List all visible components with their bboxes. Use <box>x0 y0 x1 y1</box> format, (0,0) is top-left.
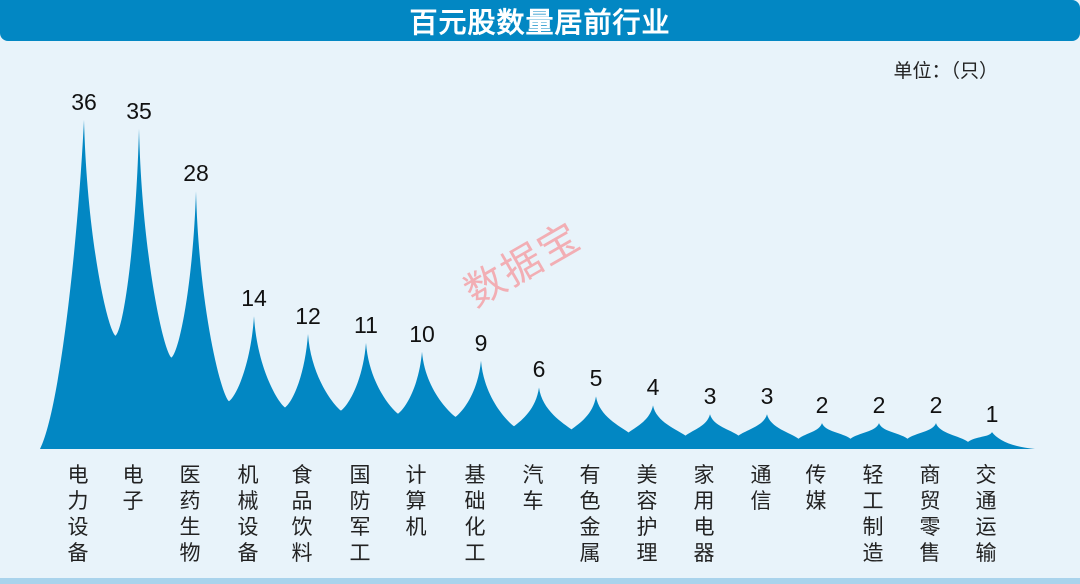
category-label: 电力设备 <box>67 463 89 565</box>
value-label: 36 <box>71 88 97 115</box>
value-label: 9 <box>474 329 488 356</box>
chart-title: 百元股数量居前行业 <box>409 5 671 39</box>
category-label: 国防军工 <box>349 463 371 565</box>
value-label: 10 <box>409 320 435 347</box>
category-label: 有色金属 <box>579 463 601 565</box>
bottom-strip <box>0 578 1080 584</box>
category-label: 机械设备 <box>237 463 259 565</box>
value-label: 5 <box>589 365 603 392</box>
chart-title-bar: 百元股数量居前行业 <box>0 0 1080 41</box>
category-label: 汽车 <box>522 463 544 513</box>
category-label: 食品饮料 <box>291 463 313 565</box>
category-label: 医药生物 <box>179 463 201 565</box>
value-label: 14 <box>241 285 267 312</box>
category-label: 基础化工 <box>464 463 486 565</box>
value-label: 1 <box>985 401 999 428</box>
category-label: 通信 <box>750 463 772 513</box>
unit-label: 单位：（只） <box>893 60 998 82</box>
value-label: 3 <box>703 383 717 410</box>
value-label: 11 <box>354 311 378 338</box>
category-label: 家用电器 <box>693 463 715 565</box>
value-label: 2 <box>872 392 886 419</box>
category-label: 传媒 <box>805 463 827 513</box>
category-label: 计算机 <box>405 463 427 539</box>
category-label: 商贸零售 <box>919 463 941 565</box>
category-label: 轻工制造 <box>862 463 884 565</box>
value-label: 4 <box>646 374 660 401</box>
value-label: 2 <box>815 392 829 419</box>
peak-area <box>40 119 1035 449</box>
category-label: 美容护理 <box>636 463 658 565</box>
category-label: 交通运输 <box>975 463 997 565</box>
value-label: 2 <box>929 392 943 419</box>
value-label: 35 <box>126 97 152 124</box>
value-label: 12 <box>295 302 321 329</box>
value-label: 6 <box>532 356 546 383</box>
value-label: 28 <box>183 160 209 187</box>
value-label: 3 <box>760 383 774 410</box>
category-label: 电子 <box>122 463 144 513</box>
